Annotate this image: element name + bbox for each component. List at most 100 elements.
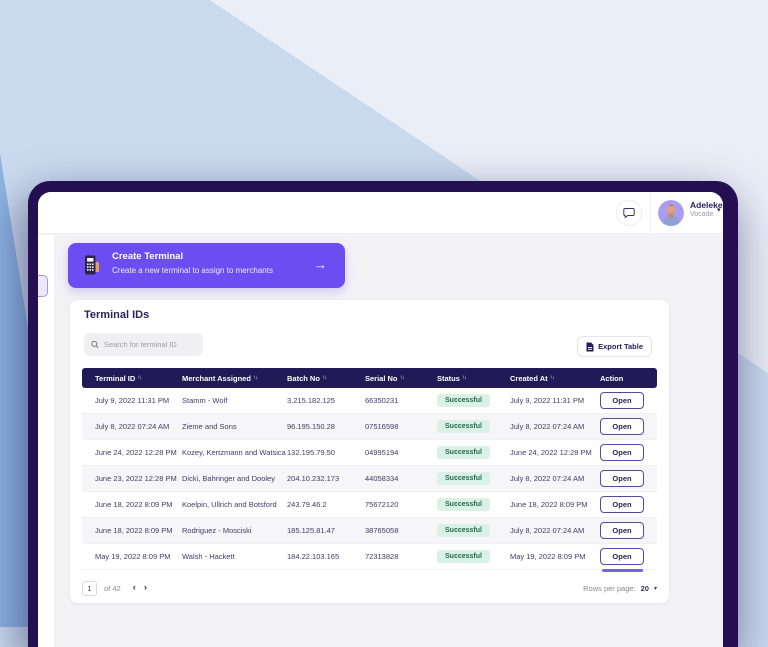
- cell-batch-no: 204.10.232.173: [287, 474, 340, 483]
- cell-terminal-id: June 18, 2022 8:09 PM: [95, 500, 173, 509]
- open-button[interactable]: Open: [600, 418, 644, 435]
- column-header-serial-no[interactable]: Serial No ↑↓: [365, 373, 405, 383]
- cell-serial-no: 38765058: [365, 526, 399, 535]
- cell-serial-no: 75672120: [365, 500, 399, 509]
- column-header-action: Action: [600, 373, 624, 383]
- column-header-status[interactable]: Status ↑↓: [437, 373, 467, 383]
- sort-icon: ↑↓: [399, 375, 405, 381]
- cell-merchant-assigned: Kozey, Kertzmann and Watsica: [182, 448, 286, 457]
- cell-created-at: May 19, 2022 8:09 PM: [510, 552, 586, 561]
- user-menu[interactable]: Adeleke Vocade: [690, 200, 723, 219]
- sort-icon: ↑↓: [137, 375, 142, 381]
- cell-created-at: June 24, 2022 12:28 PM: [510, 448, 592, 457]
- document-icon: [586, 342, 594, 351]
- cell-merchant-assigned: Zieme and Sons: [182, 422, 237, 431]
- rows-per-page[interactable]: Rows per page: 20 ▾: [583, 584, 657, 593]
- cell-created-at: July 8, 2022 07:24 AM: [510, 526, 585, 535]
- cell-batch-no: 132.195.79.50: [287, 448, 335, 457]
- cell-merchant-assigned: Rodriguez - Mosciski: [182, 526, 252, 535]
- cell-batch-no: 243.79.46.2: [287, 500, 327, 509]
- avatar-person-icon: [658, 200, 684, 226]
- cell-batch-no: 96.195.150.28: [287, 422, 335, 431]
- cell-merchant-assigned: Koelpin, Ullrich and Botsford: [182, 500, 277, 509]
- open-button[interactable]: Open: [600, 444, 644, 461]
- table-row: June 18, 2022 8:09 PM Koelpin, Ullrich a…: [82, 492, 657, 518]
- topbar-divider: [650, 192, 651, 234]
- cell-serial-no: 44058334: [365, 474, 399, 483]
- table-row: May 19, 2022 8:09 PM Walsh - Hackett 184…: [82, 544, 657, 570]
- collapsed-sidebar: [38, 235, 54, 647]
- arrow-right-icon[interactable]: →: [314, 257, 327, 272]
- cell-created-at: July 8, 2022 07:24 AM: [510, 422, 585, 431]
- cell-created-at: July 8, 2022 07:24 AM: [510, 474, 585, 483]
- banner-title: Create Terminal: [112, 251, 184, 262]
- table-body: July 9, 2022 11:31 PM Stamm - Wolf 3.215…: [82, 388, 657, 570]
- cell-created-at: June 18, 2022 8:09 PM: [510, 500, 588, 509]
- search-box[interactable]: [84, 333, 203, 356]
- sort-icon: ↑↓: [461, 375, 467, 381]
- pos-terminal-icon: [83, 254, 102, 281]
- cell-terminal-id: May 19, 2022 8:09 PM: [95, 552, 171, 561]
- previous-page-icon[interactable]: ‹: [132, 582, 136, 594]
- search-input[interactable]: [103, 340, 196, 349]
- cell-merchant-assigned: Stamm - Wolf: [182, 396, 228, 405]
- status-badge: Successful: [437, 472, 490, 485]
- table-row: July 9, 2022 11:31 PM Stamm - Wolf 3.215…: [82, 388, 657, 414]
- cell-batch-no: 184.22.103.165: [287, 552, 340, 561]
- open-button[interactable]: Open: [600, 470, 644, 487]
- app-content: Adeleke Vocade ▾ Cre: [38, 192, 723, 647]
- open-button[interactable]: Open: [600, 548, 644, 565]
- page-count-label: of 42: [104, 583, 121, 593]
- open-button[interactable]: Open: [600, 392, 644, 409]
- cell-merchant-assigned: Dicki, Bahringer and Dooley: [182, 474, 275, 483]
- cell-terminal-id: July 9, 2022 11:31 PM: [95, 396, 170, 405]
- chat-bubble-icon: [623, 208, 635, 219]
- rows-per-page-label: Rows per page:: [583, 583, 636, 593]
- terminal-ids-card: Terminal IDs Export Table Terminal ID↑↓ M…: [70, 300, 669, 603]
- sort-icon: ↑↓: [252, 375, 258, 381]
- create-terminal-banner[interactable]: Create Terminal Create a new terminal to…: [68, 243, 345, 288]
- sort-icon: ↑↓: [321, 375, 327, 381]
- table-row: June 18, 2022 8:09 PM Rodriguez - Moscis…: [82, 518, 657, 544]
- status-badge: Successful: [437, 420, 490, 433]
- table-header-row: Terminal ID ↑↓ Merchant Assigned ↑↓ Batch No…: [82, 368, 657, 388]
- export-table-button[interactable]: Export Table: [577, 336, 652, 357]
- cell-batch-no: 3.215.182.125: [287, 396, 335, 405]
- column-header-batch-no[interactable]: Batch No ↑↓: [287, 373, 327, 383]
- horizontal-scrollbar-thumb[interactable]: [602, 569, 643, 572]
- table-row: June 23, 2022 12:28 PM Dicki, Bahringer …: [82, 466, 657, 492]
- banner-subtitle: Create a new terminal to assign to merch…: [112, 266, 273, 275]
- status-badge: Successful: [437, 550, 490, 563]
- table-row: June 24, 2022 12:28 PM Kozey, Kertzmann …: [82, 440, 657, 466]
- cell-serial-no: 04995194: [365, 448, 399, 457]
- card-title: Terminal IDs: [84, 309, 150, 321]
- cell-serial-no: 72313828: [365, 552, 399, 561]
- sidebar-toggle-handle[interactable]: [38, 275, 48, 297]
- open-button[interactable]: Open: [600, 522, 644, 539]
- column-header-merchant-assigned[interactable]: Merchant Assigned ↑↓: [182, 373, 258, 383]
- next-page-icon[interactable]: ›: [143, 582, 148, 594]
- current-page-box[interactable]: 1: [82, 580, 97, 596]
- cell-batch-no: 185.125.81.47: [287, 526, 335, 535]
- user-name: Adeleke: [690, 200, 723, 210]
- rows-per-page-caret-icon: ▾: [653, 585, 657, 592]
- status-badge: Successful: [437, 524, 490, 537]
- cell-terminal-id: June 18, 2022 8:09 PM: [95, 526, 173, 535]
- export-table-label: Export Table: [598, 342, 643, 351]
- app-window: Adeleke Vocade ▾ Cre: [28, 181, 738, 647]
- status-badge: Successful: [437, 446, 490, 459]
- avatar[interactable]: [658, 200, 684, 226]
- status-badge: Successful: [437, 498, 490, 511]
- open-button[interactable]: Open: [600, 496, 644, 513]
- chat-button[interactable]: [616, 200, 642, 226]
- topbar: Adeleke Vocade ▾: [38, 192, 723, 234]
- cell-merchant-assigned: Walsh - Hackett: [182, 552, 235, 561]
- cell-terminal-id: July 8, 2022 07:24 AM: [95, 422, 170, 431]
- chevron-down-icon[interactable]: ▾: [717, 207, 721, 214]
- cell-created-at: July 9, 2022 11:31 PM: [510, 396, 585, 405]
- column-header-created-at[interactable]: Created At ↑↓: [510, 373, 555, 383]
- search-icon: [91, 340, 99, 349]
- user-organization: Vocade: [690, 210, 714, 218]
- column-header-terminal-id[interactable]: Terminal ID ↑↓: [95, 373, 142, 383]
- cell-serial-no: 07516598: [365, 422, 399, 431]
